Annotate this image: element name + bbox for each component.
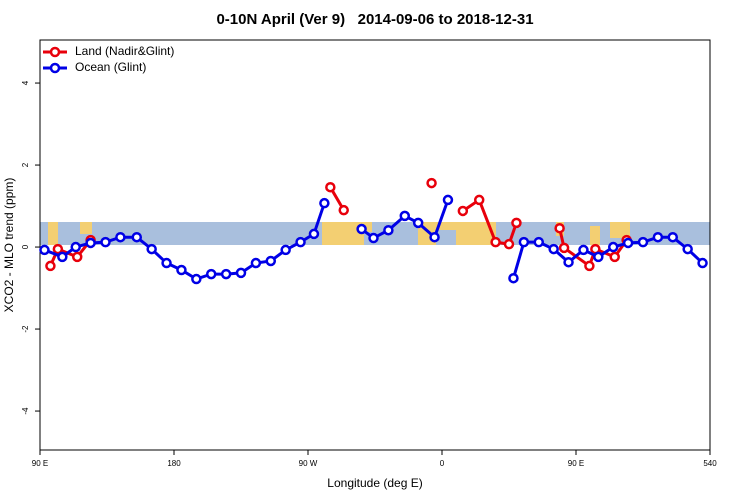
x-tick-label: 90 W [299, 459, 318, 468]
data-point [508, 272, 519, 284]
data-point [563, 256, 574, 268]
data-point [295, 236, 306, 248]
data-point [473, 194, 485, 206]
data-point [220, 268, 232, 280]
data-point [39, 244, 50, 256]
land-patch [48, 222, 58, 245]
y-tick-label: 0 [21, 244, 30, 249]
data-point [578, 244, 589, 256]
land-patch [610, 222, 630, 238]
data-point [652, 231, 664, 243]
ocean-patch [436, 230, 456, 245]
data-point [584, 260, 595, 272]
data-point [115, 231, 126, 243]
data-point [280, 244, 291, 256]
data-point [52, 243, 64, 255]
data-point [511, 217, 522, 229]
data-point [85, 237, 96, 249]
x-tick-label: 180 [167, 459, 181, 468]
data-point [607, 241, 619, 253]
data-point [667, 231, 679, 243]
y-tick-label: -2 [21, 325, 30, 333]
data-point [70, 241, 81, 253]
x-axis-label: Longitude (deg E) [327, 476, 422, 490]
plot-frame [39, 39, 711, 451]
x-tick-label: 540 [703, 459, 717, 468]
data-point [622, 237, 634, 249]
data-point [308, 228, 320, 240]
data-point [503, 238, 515, 250]
data-point [399, 210, 411, 222]
data-point [338, 204, 349, 216]
x-tick-label: 0 [440, 459, 445, 468]
data-point [250, 257, 262, 269]
y-tick-label: 2 [21, 162, 30, 167]
data-point [548, 243, 559, 255]
data-point [319, 197, 330, 209]
land-patch [364, 222, 372, 232]
data-point [325, 181, 336, 193]
data-point [426, 177, 437, 189]
legend-label: Ocean (Glint) [75, 60, 146, 74]
data-point [490, 236, 501, 248]
data-point [57, 251, 68, 263]
legend-label: Land (Nadir&Glint) [75, 44, 174, 58]
legend-marker [49, 46, 61, 58]
data-point [161, 257, 172, 269]
land-patch [80, 222, 92, 234]
data-point [45, 260, 56, 272]
data-point [554, 222, 565, 234]
data-point [442, 194, 454, 206]
y-axis-label: XCO2 - MLO trend (ppm) [2, 178, 16, 313]
data-point [368, 232, 379, 244]
data-point [457, 205, 469, 217]
data-point [146, 243, 157, 255]
data-point [191, 273, 202, 285]
x-tick-label: 90 E [32, 459, 48, 468]
land-patch [322, 222, 364, 245]
y-tick-label: 4 [21, 80, 30, 85]
data-point [609, 251, 620, 263]
data-point [637, 236, 649, 248]
data-point [558, 242, 570, 254]
data-point [131, 231, 143, 243]
data-point [593, 251, 604, 263]
chart-title: 0-10N April (Ver 9) 2014-09-06 to 2018-1… [216, 11, 533, 28]
data-point [356, 223, 367, 235]
data-point [533, 236, 545, 248]
data-point [176, 264, 187, 276]
land-patch [590, 226, 600, 245]
x-tick-label: 90 E [568, 459, 584, 468]
data-point [383, 224, 394, 236]
data-point [412, 217, 424, 229]
data-point [205, 268, 217, 280]
data-point [235, 267, 247, 279]
y-tick-label: -4 [21, 407, 30, 415]
data-point [100, 236, 111, 248]
data-point [697, 257, 708, 269]
data-point [429, 231, 440, 243]
data-point [71, 251, 83, 263]
data-point [518, 236, 530, 248]
data-point [265, 255, 277, 267]
data-point [682, 243, 693, 255]
legend-marker [49, 62, 61, 74]
